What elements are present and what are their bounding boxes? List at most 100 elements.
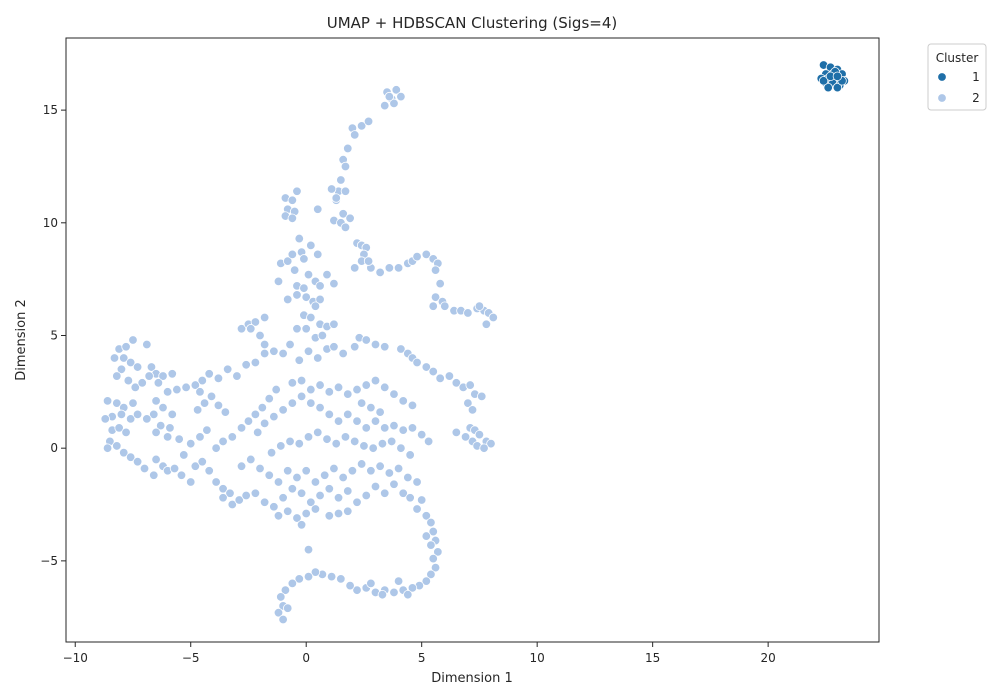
point-cluster-2 (370, 375, 381, 386)
point-cluster-2 (132, 409, 143, 420)
point-cluster-2 (352, 497, 362, 507)
point-cluster-2 (375, 407, 385, 417)
point-cluster-2 (412, 357, 422, 368)
point-cluster-2 (285, 436, 295, 447)
point-cluster-1 (823, 82, 833, 93)
point-cluster-2 (391, 85, 401, 95)
point-cluster-2 (278, 493, 288, 503)
point-cluster-2 (296, 520, 307, 530)
point-cluster-2 (299, 254, 309, 264)
point-cluster-2 (488, 312, 498, 323)
point-cluster-2 (416, 495, 427, 505)
point-cluster-2 (407, 400, 418, 411)
point-cluster-2 (213, 373, 224, 384)
point-cluster-2 (283, 506, 293, 516)
point-cluster-2 (366, 402, 376, 413)
point-cluster-2 (350, 436, 360, 447)
point-cluster-2 (292, 290, 302, 300)
point-cluster-2 (294, 574, 304, 584)
point-cluster-2 (241, 490, 251, 501)
point-cluster-2 (195, 432, 205, 442)
point-cluster-2 (313, 427, 323, 438)
point-cluster-2 (121, 342, 131, 352)
point-cluster-2 (421, 576, 432, 586)
point-cluster-2 (451, 427, 462, 438)
point-cluster-2 (375, 267, 385, 278)
point-cluster-2 (324, 484, 335, 494)
point-cluster-2 (218, 436, 228, 447)
point-cluster-2 (283, 256, 293, 266)
point-cluster-2 (428, 366, 438, 377)
point-cluster-2 (486, 438, 496, 449)
legend-label-2: 2 (972, 91, 980, 105)
point-cluster-2 (389, 479, 399, 489)
point-cluster-2 (306, 384, 316, 395)
point-cluster-2 (463, 308, 473, 318)
point-cluster-2 (186, 477, 196, 487)
x-tick-label: −5 (182, 651, 200, 665)
point-cluster-2 (259, 339, 270, 350)
point-cluster-2 (315, 294, 325, 305)
point-cluster-2 (112, 371, 122, 381)
legend-marker-1 (937, 72, 947, 82)
point-cluster-2 (218, 484, 228, 494)
point-cluster-2 (303, 571, 314, 582)
point-cluster-2 (158, 371, 168, 381)
point-cluster-2 (430, 562, 441, 573)
point-cluster-2 (412, 477, 422, 487)
point-cluster-2 (195, 387, 205, 397)
point-cluster-2 (366, 466, 376, 476)
point-cluster-2 (197, 375, 207, 386)
point-cluster-2 (352, 585, 362, 595)
point-cluster-2 (303, 269, 314, 280)
point-cluster-2 (416, 429, 427, 440)
point-cluster-2 (421, 511, 432, 521)
point-cluster-2 (292, 324, 302, 334)
point-cluster-2 (423, 436, 434, 447)
point-cluster-2 (158, 402, 168, 413)
point-cluster-2 (296, 488, 307, 498)
point-cluster-2 (370, 481, 381, 492)
point-cluster-2 (296, 391, 307, 402)
point-cluster-2 (366, 578, 376, 589)
point-cluster-2 (234, 495, 244, 505)
point-cluster-2 (186, 438, 196, 449)
point-cluster-2 (403, 589, 413, 600)
point-cluster-2 (269, 411, 279, 422)
point-cluster-2 (301, 466, 311, 476)
point-cluster-2 (407, 423, 418, 433)
point-cluster-2 (352, 384, 362, 395)
point-cluster-2 (380, 488, 390, 498)
point-cluster-2 (467, 405, 478, 415)
point-cluster-2 (144, 371, 154, 381)
point-cluster-2 (259, 312, 270, 323)
point-cluster-2 (273, 608, 284, 618)
point-cluster-2 (347, 466, 358, 476)
point-cluster-2 (343, 486, 353, 496)
point-cluster-2 (380, 342, 390, 352)
point-cluster-2 (380, 423, 390, 433)
point-cluster-2 (296, 375, 307, 386)
point-cluster-2 (139, 463, 150, 474)
point-cluster-2 (377, 589, 388, 600)
point-cluster-2 (266, 447, 277, 458)
point-cluster-2 (393, 576, 404, 586)
point-cluster-2 (306, 497, 316, 507)
point-cluster-2 (246, 454, 256, 465)
point-cluster-2 (343, 409, 353, 420)
y-tick-label: 10 (43, 216, 58, 230)
point-cluster-2 (426, 569, 436, 580)
point-cluster-2 (384, 263, 395, 273)
point-cluster-2 (313, 204, 323, 214)
point-cluster-2 (130, 382, 140, 393)
point-cluster-2 (303, 432, 314, 442)
point-cluster-2 (222, 364, 233, 374)
point-cluster-2 (421, 531, 432, 541)
point-cluster-2 (213, 400, 224, 411)
point-cluster-2 (176, 470, 187, 480)
point-cluster-2 (151, 427, 161, 438)
point-cluster-2 (250, 488, 261, 498)
point-cluster-2 (393, 463, 404, 474)
point-cluster-2 (426, 540, 436, 550)
